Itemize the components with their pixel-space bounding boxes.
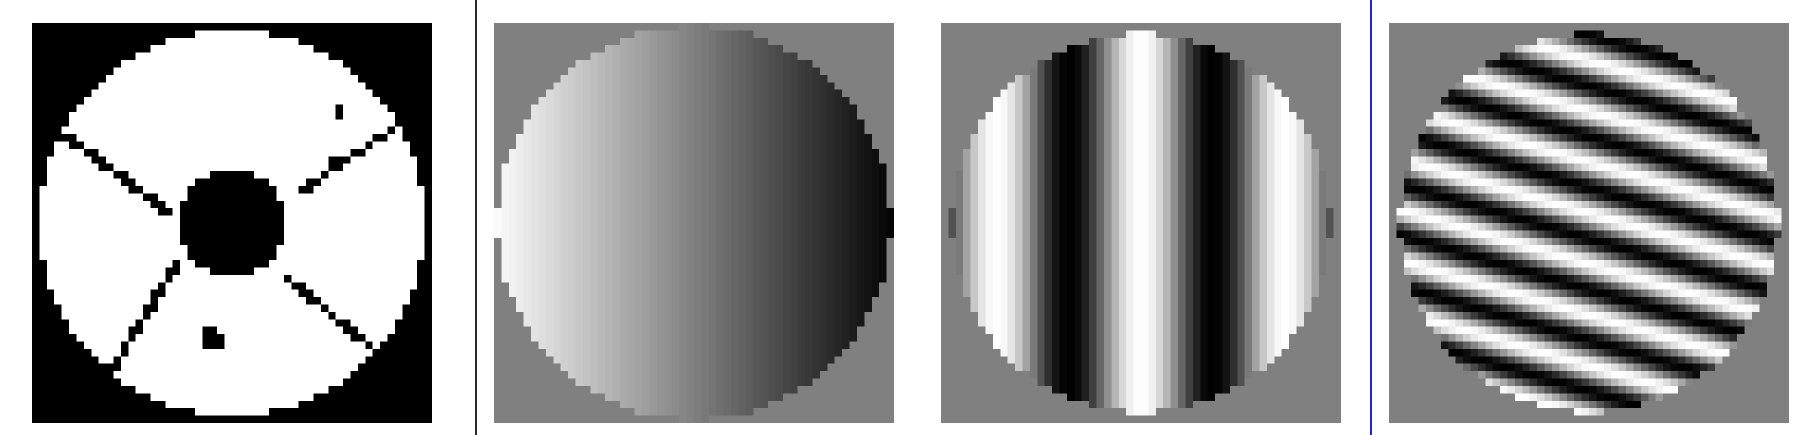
- pupil-aperture-mask-image: [32, 23, 432, 423]
- divider-line-left: [475, 0, 477, 435]
- linear-gradient-disk-image: [494, 23, 894, 423]
- vertical-fringes-disk-image: [941, 23, 1341, 423]
- divider-line-right: [1370, 0, 1372, 435]
- linear-gradient-disk-panel: [494, 23, 894, 423]
- vertical-fringes-disk-panel: [941, 23, 1341, 423]
- diagonal-fringes-disk-image: [1389, 23, 1789, 423]
- diagonal-fringes-disk-panel: [1389, 23, 1789, 423]
- pupil-aperture-mask-panel: [32, 23, 432, 423]
